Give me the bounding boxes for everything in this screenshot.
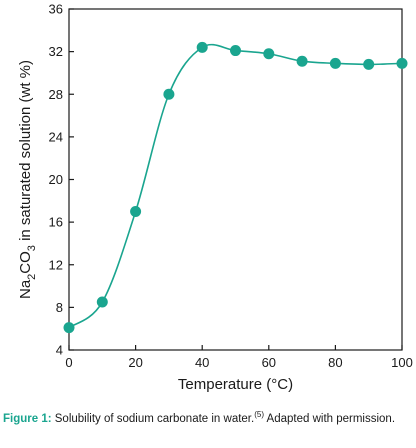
y-axis-title-suffix: in saturated solution (wt %): [17, 60, 34, 245]
caption-text: Solubility of sodium carbonate in water.: [51, 413, 255, 425]
y-axis-title-mid: CO: [17, 251, 34, 274]
data-point: [96, 296, 108, 308]
y-tick-label: 8: [56, 300, 63, 315]
y-axis-title-sub2: 3: [26, 245, 38, 251]
y-tick-label: 20: [49, 172, 63, 187]
data-point: [230, 45, 241, 57]
y-tick-label: 4: [56, 343, 63, 358]
y-tick-label: 24: [49, 129, 63, 144]
data-point: [130, 205, 142, 217]
data-point: [296, 55, 308, 67]
plot-frame: [68, 8, 403, 351]
axes: [68, 8, 403, 351]
series-line: [68, 43, 403, 329]
y-axis-title: Na2CO3 in saturated solution (wt %): [17, 60, 38, 299]
x-tick-label: 60: [262, 355, 276, 370]
figure-caption: Figure 1: Solubility of sodium carbonate…: [3, 410, 411, 426]
data-point: [363, 58, 375, 70]
x-tick-label: 40: [195, 355, 209, 370]
series: [63, 41, 408, 334]
data-point: [396, 57, 408, 69]
caption-tail: Adapted with permission.: [263, 413, 396, 425]
x-tick-label: 0: [65, 355, 72, 370]
data-point: [63, 322, 75, 334]
caption-reference: (5): [254, 410, 264, 420]
y-axis-title-prefix: Na: [17, 279, 34, 299]
x-axis-title: Temperature (°C): [178, 376, 293, 393]
data-point: [263, 48, 275, 60]
x-tick-label: 20: [128, 355, 142, 370]
x-tick-label: 100: [391, 355, 413, 370]
y-tick-label: 28: [49, 87, 63, 102]
y-tick-label: 36: [49, 2, 63, 17]
y-tick-label: 12: [49, 257, 63, 272]
data-point: [329, 57, 341, 69]
y-tick-label: 16: [49, 215, 63, 230]
x-tick-label: 80: [328, 355, 342, 370]
y-tick-label: 32: [49, 44, 63, 59]
caption-label: Figure 1:: [3, 413, 52, 425]
data-point: [163, 88, 175, 100]
data-point: [196, 41, 208, 53]
y-axis-title-sub1: 2: [26, 274, 38, 280]
ticks: 4 8 12 16 20 24 28 32 36 0 20 40 60 80 100: [49, 2, 413, 371]
